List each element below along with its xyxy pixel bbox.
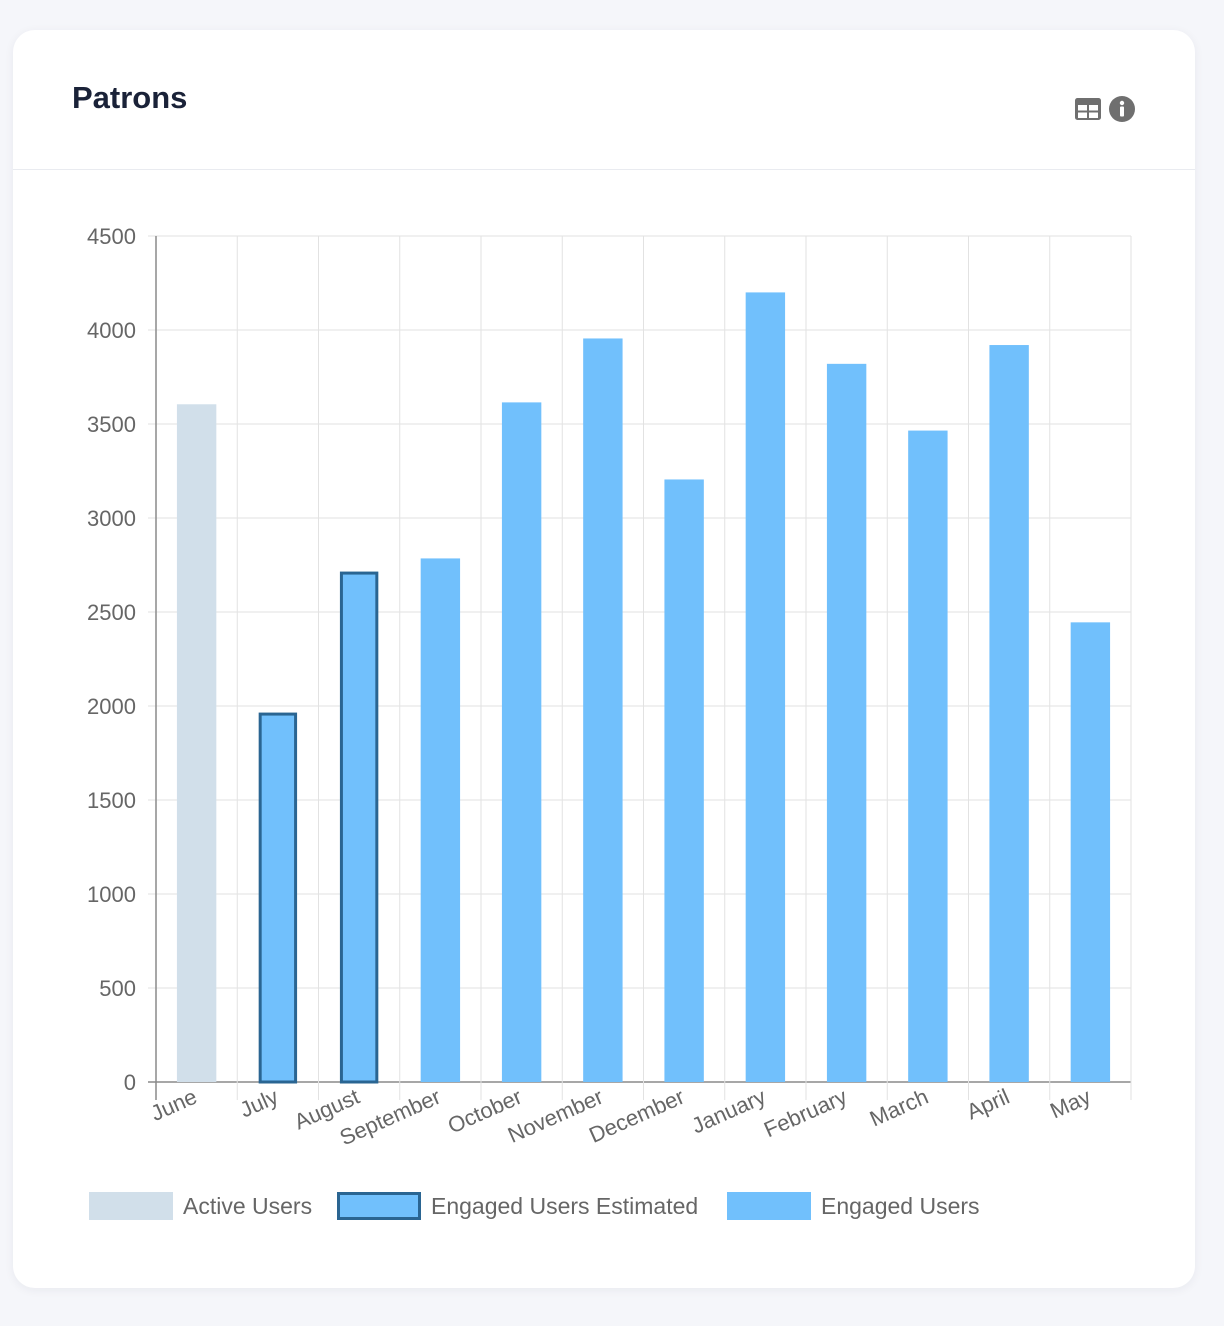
y-tick-label: 2500	[87, 600, 136, 625]
y-tick-label: 2000	[87, 694, 136, 719]
x-tick-label: June	[147, 1084, 201, 1126]
legend-swatch	[89, 1192, 173, 1220]
y-tick-label: 3500	[87, 412, 136, 437]
y-tick-label: 0	[124, 1070, 136, 1095]
card-title: Patrons	[72, 80, 188, 115]
y-tick-label: 4500	[87, 224, 136, 249]
x-tick-label: January	[688, 1084, 770, 1139]
bar	[176, 404, 217, 1082]
legend-label: Engaged Users	[821, 1193, 980, 1219]
bar	[989, 345, 1029, 1082]
x-tick-label: February	[760, 1084, 851, 1143]
header-icons	[1074, 95, 1136, 123]
x-tick-label: March	[866, 1084, 932, 1132]
y-tick-label: 1000	[87, 882, 136, 907]
table-icon[interactable]	[1074, 97, 1102, 121]
bar	[258, 712, 298, 1084]
y-tick-label: 1500	[87, 788, 136, 813]
bar	[745, 292, 786, 1082]
bar	[664, 479, 704, 1083]
bar	[339, 571, 379, 1084]
bar	[908, 430, 948, 1083]
x-tick-label: July	[236, 1084, 282, 1123]
card-header: Patrons	[13, 30, 1195, 170]
legend-label: Engaged Users Estimated	[431, 1193, 698, 1219]
x-tick-label: April	[963, 1084, 1013, 1125]
legend-swatch	[727, 1192, 811, 1220]
info-icon[interactable]	[1108, 95, 1136, 123]
y-tick-label: 4000	[87, 318, 136, 343]
legend-label: Active Users	[183, 1193, 312, 1219]
y-tick-label: 500	[99, 976, 136, 1001]
bar	[583, 338, 623, 1083]
y-tick-label: 3000	[87, 506, 136, 531]
bar	[1070, 622, 1111, 1082]
legend-swatch	[337, 1192, 421, 1220]
bar	[826, 363, 867, 1083]
x-tick-label: May	[1046, 1084, 1094, 1124]
bar	[420, 558, 461, 1082]
bar	[501, 402, 542, 1082]
